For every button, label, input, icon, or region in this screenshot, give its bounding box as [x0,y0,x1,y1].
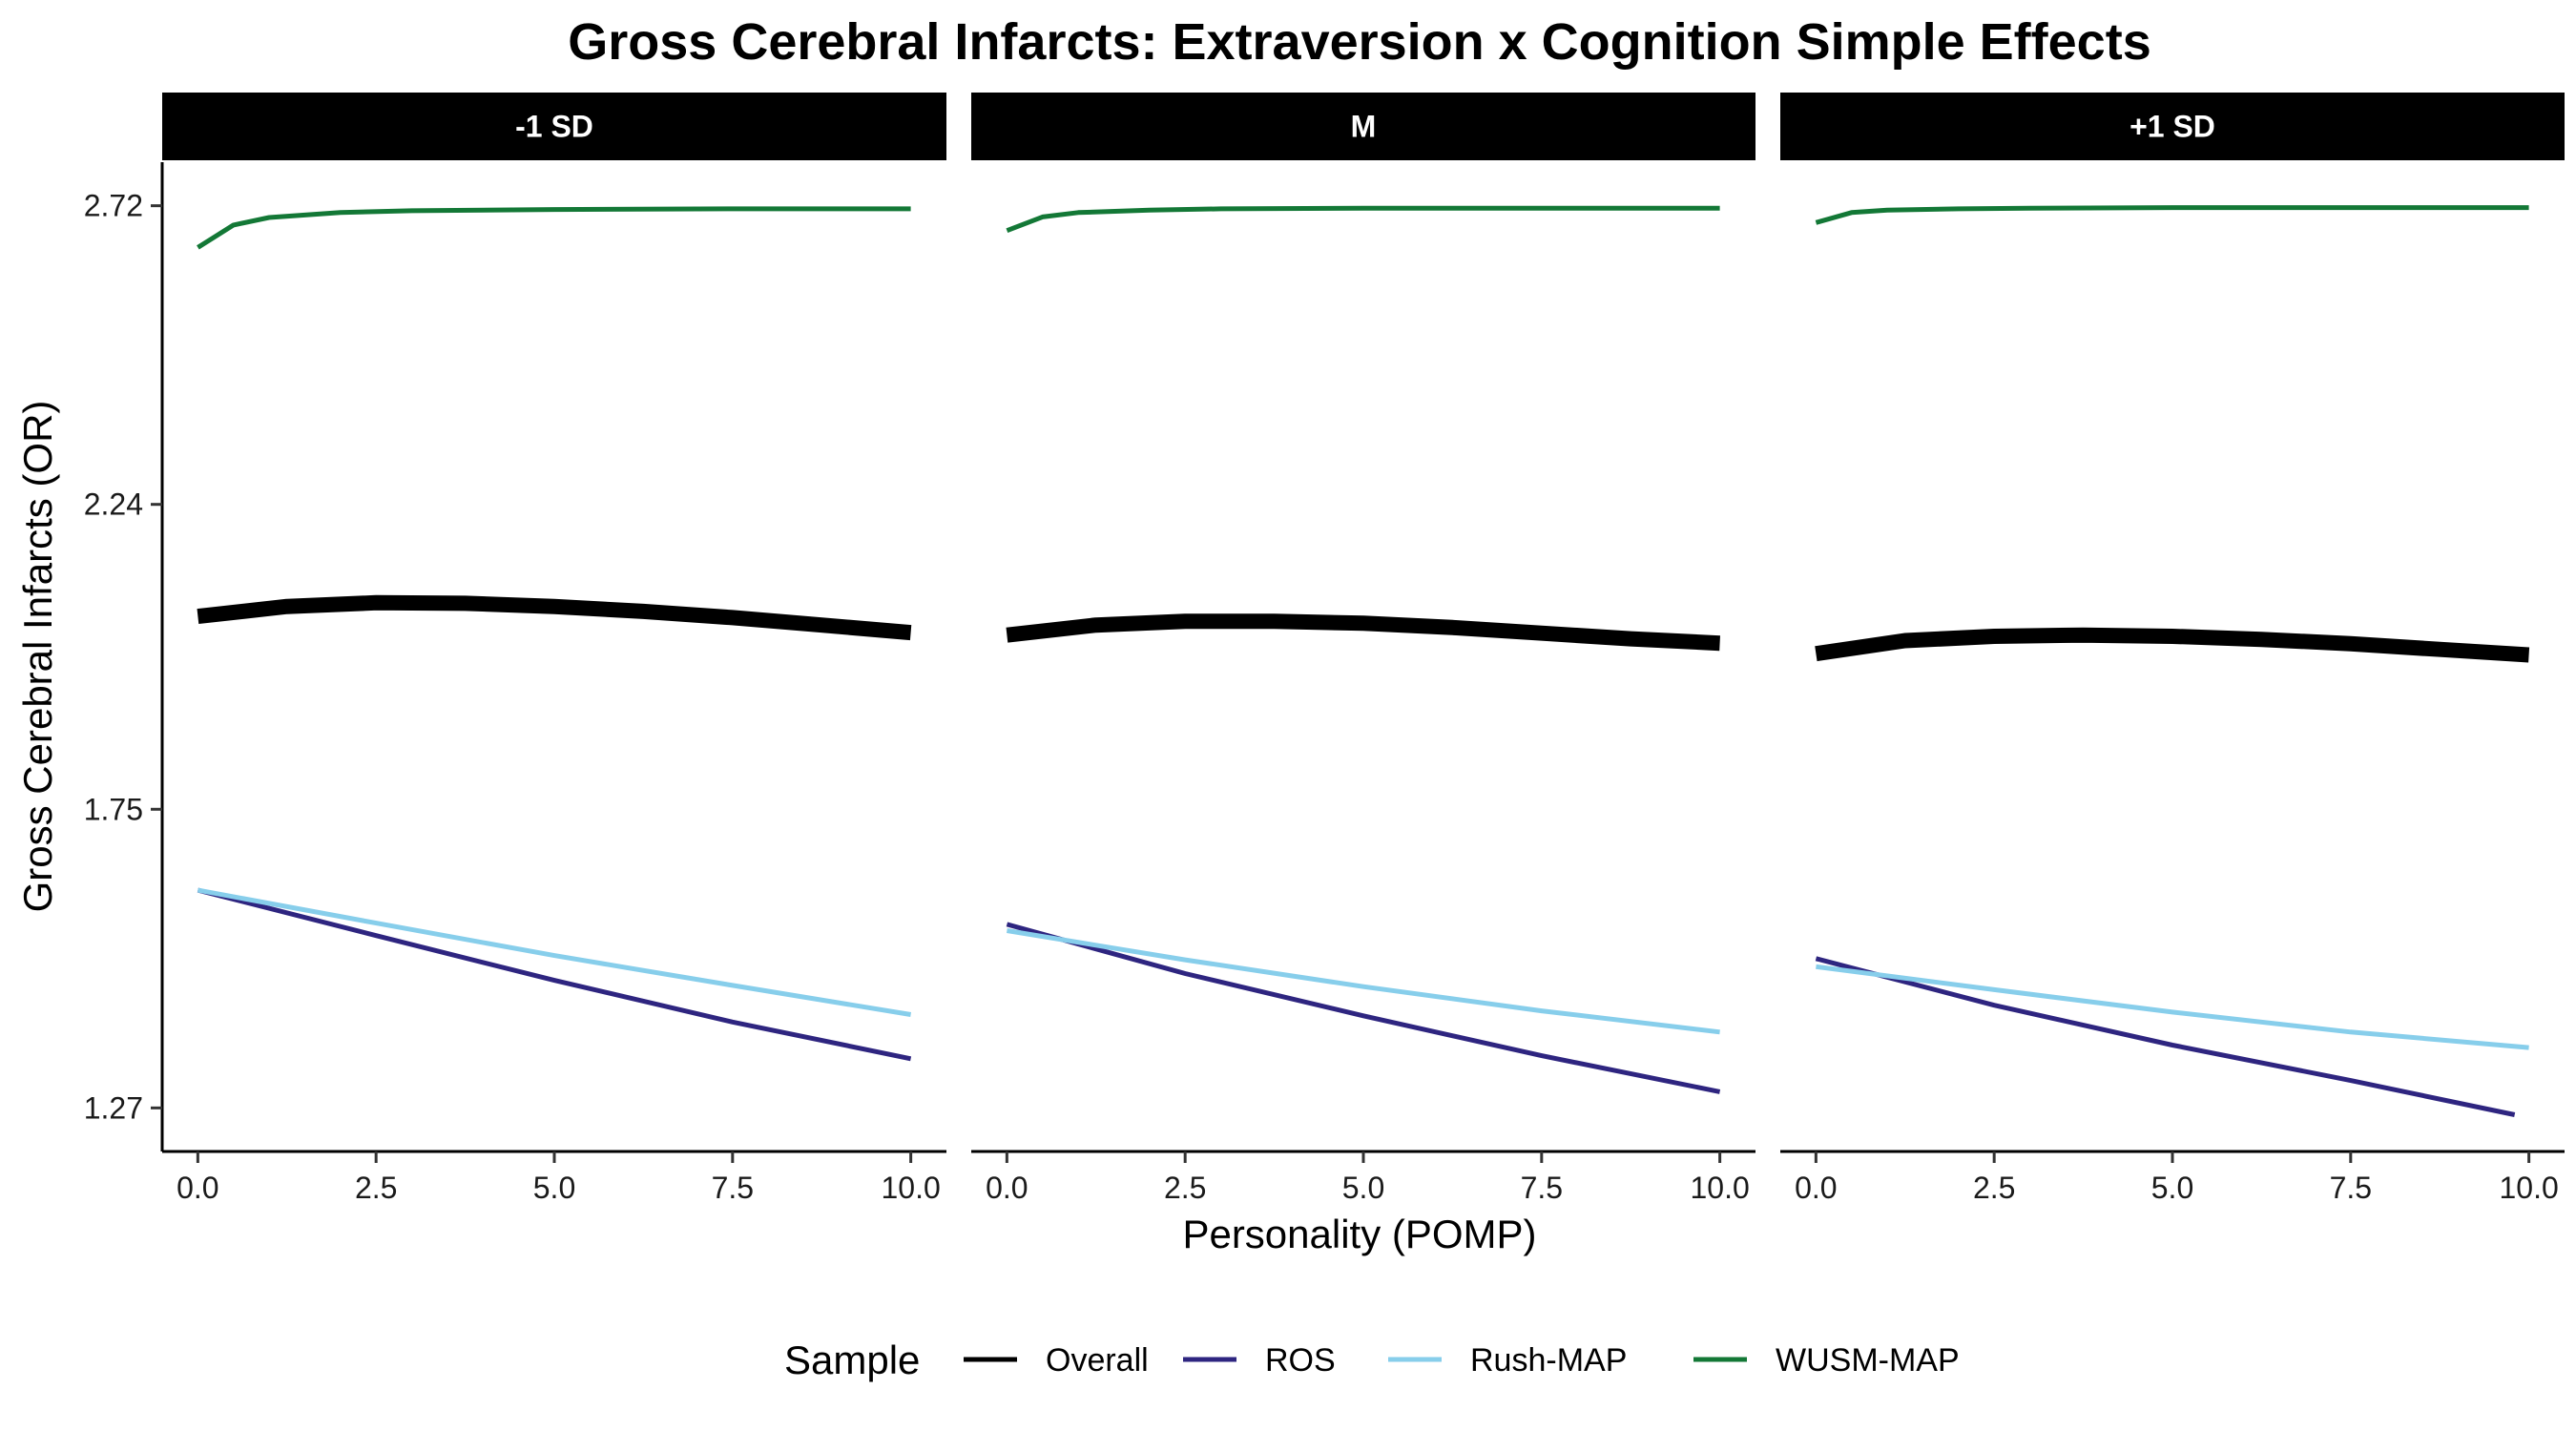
x-tick-label: 10.0 [2499,1171,2558,1205]
series-line-overall [1815,627,2530,663]
series-line-rush-map [1006,928,1720,1035]
x-tick-label: 7.5 [2330,1171,2372,1205]
series-line-wusm-map [1815,205,2529,225]
series-line-ros [1006,922,1721,1094]
panel-1: M [971,93,1755,1094]
chart-title: Gross Cerebral Infarcts: Extraversion x … [568,13,2150,71]
legend-label-rush-map: Rush-MAP [1470,1342,1627,1379]
x-tick-label: 7.5 [712,1171,754,1205]
x-tick-label: 2.5 [1164,1171,1206,1205]
panel-2: +1 SD [1780,93,2565,1117]
x-tick-label: 10.0 [881,1171,940,1205]
x-tick-label: 2.5 [355,1171,397,1205]
x-tick-label: 2.5 [1973,1171,2015,1205]
legend: Sample Overall ROS Rush-MAP WUSM-MAP [784,1338,1960,1382]
x-tick-label: 5.0 [1342,1171,1384,1205]
x-axis-title: Personality (POMP) [1182,1212,1536,1256]
series-line-ros [197,887,912,1062]
panel-strip [162,93,946,160]
series-line-wusm-map [197,206,911,250]
series-line-rush-map [197,887,912,1017]
y-tick-label: 2.72 [84,189,143,223]
panel-strip-label: M [1351,110,1377,144]
panels: -1 SD M +1 SD [162,93,2565,1117]
axes: 0.0 2.5 5.0 7.5 10.0 0.0 2.5 5.0 7.5 10.0 0.0 2.5 5.… [84,162,2565,1205]
x-tick-label: 0.0 [177,1171,218,1205]
series-line-ros [1815,956,2516,1117]
panel-0: -1 SD [162,93,946,1062]
x-tick-label: 5.0 [533,1171,575,1205]
panel-strip-label: +1 SD [2129,110,2215,144]
series-line-overall [197,594,912,641]
panel-strip [971,93,1755,160]
legend-label-wusm-map: WUSM-MAP [1776,1342,1960,1379]
legend-label-ros: ROS [1265,1342,1336,1379]
y-tick-label: 2.24 [84,487,143,522]
y-tick-label: 1.75 [84,792,143,826]
y-axis-title: Gross Cerebral Infarcts (OR) [15,401,60,913]
x-tick-label: 10.0 [1690,1171,1749,1205]
legend-entries: Overall ROS Rush-MAP WUSM-MAP [964,1342,1960,1379]
panel-strip-label: -1 SD [515,110,593,144]
x-tick-label: 7.5 [1521,1171,1563,1205]
panel-strip [1780,93,2565,160]
legend-label-overall: Overall [1046,1342,1149,1379]
x-tick-label: 5.0 [2151,1171,2193,1205]
y-tick-label: 1.27 [84,1090,143,1125]
x-tick-label: 0.0 [1795,1171,1837,1205]
legend-title: Sample [784,1338,920,1382]
series-line-rush-map [1816,964,2529,1050]
x-tick-label: 0.0 [986,1171,1028,1205]
series-line-overall [1006,613,1720,652]
series-line-wusm-map [1006,205,1720,234]
